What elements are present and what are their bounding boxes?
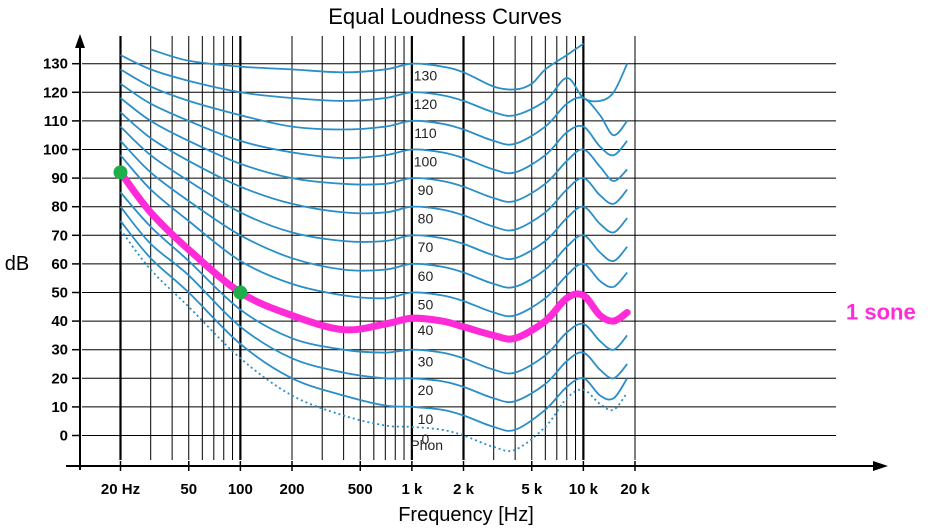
loudness-curve-50-phon bbox=[119, 154, 628, 318]
y-tick-label: 30 bbox=[51, 342, 68, 359]
marker-point bbox=[233, 285, 248, 300]
x-tick-label: 10 k bbox=[569, 481, 599, 498]
phon-label-60: 60 bbox=[418, 268, 434, 284]
y-tick-label: 100 bbox=[43, 142, 68, 159]
phon-label-130: 130 bbox=[414, 68, 438, 84]
x-tick-labels: 20 Hz 50 100 200 500 1 k 2 k 5 k 10 k 20 k bbox=[101, 461, 650, 498]
data-markers: 1 sone bbox=[113, 165, 916, 343]
x-tick-label: 5 k bbox=[521, 481, 543, 498]
y-tick-label: 40 bbox=[51, 313, 68, 330]
y-tick-label: 0 bbox=[60, 428, 68, 445]
y-tick-labels: 0 10 20 30 40 50 60 70 80 90 100 110 120 130 bbox=[43, 56, 80, 445]
loudness-curve-0-phon bbox=[119, 229, 628, 452]
phon-labels: 0 10 20 30 40 50 60 70 80 90 100 110 120 130 Phon bbox=[410, 68, 443, 453]
y-tick-label: 80 bbox=[51, 199, 68, 216]
x-tick-label: 20 k bbox=[620, 481, 650, 498]
chart-title: Equal Loudness Curves bbox=[328, 4, 562, 29]
loudness-curve-80-phon bbox=[119, 111, 628, 232]
y-axis-label: dB bbox=[5, 253, 29, 275]
minor-gridlines bbox=[82, 36, 836, 460]
y-tick-label: 10 bbox=[51, 399, 68, 416]
loudness-curve-130-phon bbox=[150, 42, 584, 91]
y-tick-label: 60 bbox=[51, 256, 68, 273]
y-tick-label: 120 bbox=[43, 84, 68, 101]
y-tick-label: 20 bbox=[51, 370, 68, 387]
axes bbox=[66, 34, 888, 471]
x-tick-label: 50 bbox=[180, 481, 197, 498]
x-tick-label: 500 bbox=[348, 481, 373, 498]
y-axis-arrow bbox=[75, 34, 85, 48]
phon-unit-label: Phon bbox=[410, 437, 443, 453]
marker-point bbox=[113, 165, 128, 180]
phon-label-90: 90 bbox=[418, 182, 434, 198]
x-tick-label: 20 Hz bbox=[101, 481, 140, 498]
loudness-curve-30-phon bbox=[119, 191, 628, 375]
phon-label-0: 0 bbox=[422, 431, 430, 447]
x-tick-label: 100 bbox=[228, 481, 253, 498]
phon-label-120: 120 bbox=[414, 96, 438, 112]
loudness-curve-100-phon bbox=[119, 82, 628, 175]
x-axis-arrow bbox=[873, 461, 888, 471]
x-tick-label: 200 bbox=[279, 481, 304, 498]
phon-label-10: 10 bbox=[418, 411, 434, 427]
x-tick-label: 2 k bbox=[453, 481, 475, 498]
x-tick-label: 1 k bbox=[401, 481, 423, 498]
y-tick-label: 110 bbox=[44, 113, 68, 130]
x-axis-label: Frequency [Hz] bbox=[398, 504, 534, 526]
loudness-curve-90-phon bbox=[119, 97, 628, 203]
loudness-curve-70-phon bbox=[119, 125, 628, 260]
y-tick-label: 90 bbox=[51, 170, 68, 187]
phon-label-70: 70 bbox=[418, 239, 434, 255]
phon-label-20: 20 bbox=[418, 382, 434, 398]
phon-label-110: 110 bbox=[414, 125, 437, 141]
loudness-curve-120-phon bbox=[120, 54, 629, 117]
phon-label-80: 80 bbox=[418, 211, 434, 227]
loudness-curves bbox=[119, 42, 629, 452]
phon-label-50: 50 bbox=[418, 296, 434, 312]
y-tick-label: 50 bbox=[51, 285, 68, 302]
one-sone-curve bbox=[117, 168, 631, 343]
y-tick-label: 130 bbox=[43, 56, 68, 73]
phon-label-30: 30 bbox=[418, 354, 434, 370]
one-sone-label: 1 sone bbox=[846, 300, 916, 325]
phon-label-100: 100 bbox=[414, 153, 438, 169]
phon-label-40: 40 bbox=[418, 322, 434, 338]
y-tick-label: 70 bbox=[51, 227, 68, 244]
loudness-curve-10-phon bbox=[119, 220, 628, 432]
loudness-curve-60-phon bbox=[119, 140, 628, 289]
loudness-curve-20-phon bbox=[119, 206, 628, 403]
